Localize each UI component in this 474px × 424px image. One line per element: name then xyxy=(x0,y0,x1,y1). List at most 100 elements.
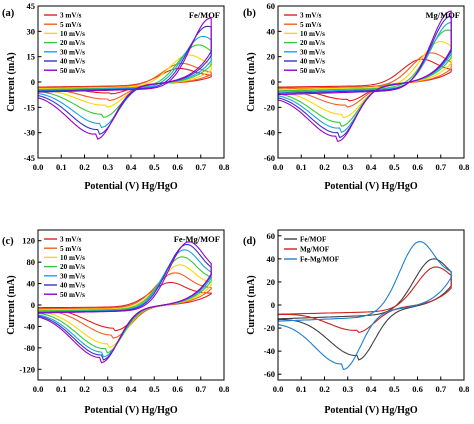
y-tick-label: 20 xyxy=(267,52,276,62)
chart-panel-2: 0.0 0.1 0.2 0.3 0.4 0.5 0.6 0.7 0.8 -60 -40 -20 0 20 4… xyxy=(243,1,469,192)
y-tick-label: 0 xyxy=(31,300,35,310)
series-line-3 xyxy=(38,264,212,349)
x-tick-label: 0.5 xyxy=(149,384,160,394)
x-tick-label: 0.7 xyxy=(435,162,446,172)
y-tick-label: -80 xyxy=(24,343,35,353)
y-tick-label: 45 xyxy=(27,1,36,11)
chart-panel-1: 0.0 0.1 0.2 0.3 0.4 0.5 0.6 0.7 0.8 -45 -30 -15 0 15 3… xyxy=(2,1,229,192)
series-line-3 xyxy=(278,241,452,371)
series-line-7 xyxy=(278,10,452,143)
x-tick-label: 0.8 xyxy=(219,162,230,172)
panel-label: (c) xyxy=(2,236,14,247)
x-axis-title: Potential (V) Hg/HgO xyxy=(84,181,178,192)
x-tick-label: 0.6 xyxy=(412,162,423,172)
x-tick-label: 0.4 xyxy=(366,162,377,172)
sample-label: Fe-Mg/MOF xyxy=(174,234,220,244)
panel-label: (a) xyxy=(2,8,15,19)
series-line-5 xyxy=(278,21,452,134)
y-tick-label: 60 xyxy=(267,231,276,241)
x-tick-label: 0.1 xyxy=(56,162,67,172)
x-tick-label: 0.8 xyxy=(459,162,470,172)
series-line-2 xyxy=(38,62,212,102)
y-tick-label: 40 xyxy=(27,279,36,289)
legend-label: 30 mV/s xyxy=(60,48,85,56)
x-tick-label: 0.1 xyxy=(56,384,67,394)
legend: 3 mV/s5 mV/s10 mV/s20 mV/s30 mV/s 40 mV/s… xyxy=(44,236,85,299)
x-tick-label: 0.6 xyxy=(172,384,183,394)
y-tick-label: -40 xyxy=(264,346,275,356)
y-tick-label: -40 xyxy=(24,321,35,331)
series-line-1 xyxy=(278,258,452,361)
y-axis-title: Current (mA) xyxy=(6,52,17,112)
series-line-4 xyxy=(38,256,212,354)
series-line-7 xyxy=(38,241,212,364)
y-tick-label: 0 xyxy=(31,77,35,87)
legend-label: 5 mV/s xyxy=(60,21,82,29)
x-axis-title: Potential (V) Hg/HgO xyxy=(324,181,418,192)
legend-label: 20 mV/s xyxy=(60,39,85,47)
x-tick-label: 0.0 xyxy=(273,162,284,172)
y-tick-label: 60 xyxy=(267,1,276,11)
sample-label: Mg/MOF xyxy=(426,10,460,20)
legend-label: 3 mV/s xyxy=(60,236,82,244)
y-tick-label: -15 xyxy=(24,102,35,112)
y-tick-label: -20 xyxy=(264,323,275,333)
y-tick-label: -45 xyxy=(24,153,35,163)
x-tick-label: 0.8 xyxy=(459,384,470,394)
x-tick-label: 0.2 xyxy=(79,384,90,394)
x-tick-label: 0.0 xyxy=(33,162,44,172)
legend-label: 3 mV/s xyxy=(60,12,82,20)
legend-label: 50 mV/s xyxy=(60,291,85,299)
x-tick-label: 0.2 xyxy=(319,162,330,172)
legend-label: 10 mV/s xyxy=(300,30,325,38)
legend-label: 30 mV/s xyxy=(300,48,325,56)
y-tick-label: 15 xyxy=(27,52,36,62)
sample-label: Fe/MOF xyxy=(189,10,220,20)
x-tick-label: 0.3 xyxy=(102,384,113,394)
legend-label: 3 mV/s xyxy=(300,12,322,20)
y-tick-label: -60 xyxy=(264,153,275,163)
legend-label: 30 mV/s xyxy=(60,272,85,280)
legend: 3 mV/s5 mV/s10 mV/s20 mV/s30 mV/s 40 mV/s… xyxy=(44,12,85,75)
chart-panel-3: 0.0 0.1 0.2 0.3 0.4 0.5 0.6 0.7 0.8 -120 -80 -40 0 40… xyxy=(2,229,230,416)
series-line-4 xyxy=(38,44,212,118)
x-tick-label: 0.4 xyxy=(126,162,137,172)
x-tick-label: 0.2 xyxy=(319,384,330,394)
x-axis-title: Potential (V) Hg/HgO xyxy=(84,405,178,416)
legend-label: 40 mV/s xyxy=(60,282,85,290)
y-axis-title: Current (mA) xyxy=(246,52,257,112)
x-tick-label: 0.5 xyxy=(389,162,400,172)
legend-label: 10 mV/s xyxy=(60,254,85,262)
series-group xyxy=(278,241,452,371)
x-tick-label: 0.2 xyxy=(79,162,90,172)
series-line-2 xyxy=(38,272,212,339)
series-line-6 xyxy=(278,15,452,139)
x-tick-label: 0.5 xyxy=(389,384,400,394)
x-tick-label: 0.0 xyxy=(33,384,44,394)
x-tick-label: 0.7 xyxy=(195,162,206,172)
panel-label: (d) xyxy=(243,236,256,247)
chart-panel-4: 0.0 0.1 0.2 0.3 0.4 0.5 0.6 0.7 0.8 -60 -40 -20 0 20 4… xyxy=(243,229,470,416)
legend-label: 5 mV/s xyxy=(300,21,322,29)
y-tick-label: 40 xyxy=(267,26,276,36)
series-line-2 xyxy=(278,52,452,108)
x-tick-label: 0.6 xyxy=(412,384,423,394)
x-tick-label: 0.3 xyxy=(102,162,113,172)
y-tick-label: -20 xyxy=(264,102,275,112)
y-tick-label: 40 xyxy=(267,254,276,264)
x-tick-label: 0.3 xyxy=(342,384,353,394)
y-tick-label: -40 xyxy=(264,128,275,138)
series-line-3 xyxy=(278,40,452,118)
x-tick-label: 0.7 xyxy=(435,384,446,394)
x-tick-label: 0.8 xyxy=(219,384,230,394)
y-tick-label: 30 xyxy=(27,26,36,36)
x-tick-label: 0.4 xyxy=(126,384,137,394)
series-line-6 xyxy=(38,25,212,135)
legend-label: 40 mV/s xyxy=(300,58,325,66)
legend-label: 50 mV/s xyxy=(60,67,85,75)
series-line-7 xyxy=(38,17,212,140)
series-line-4 xyxy=(278,29,452,127)
y-axis-title: Current (mA) xyxy=(246,275,257,335)
y-axis-title: Current (mA) xyxy=(6,275,17,335)
